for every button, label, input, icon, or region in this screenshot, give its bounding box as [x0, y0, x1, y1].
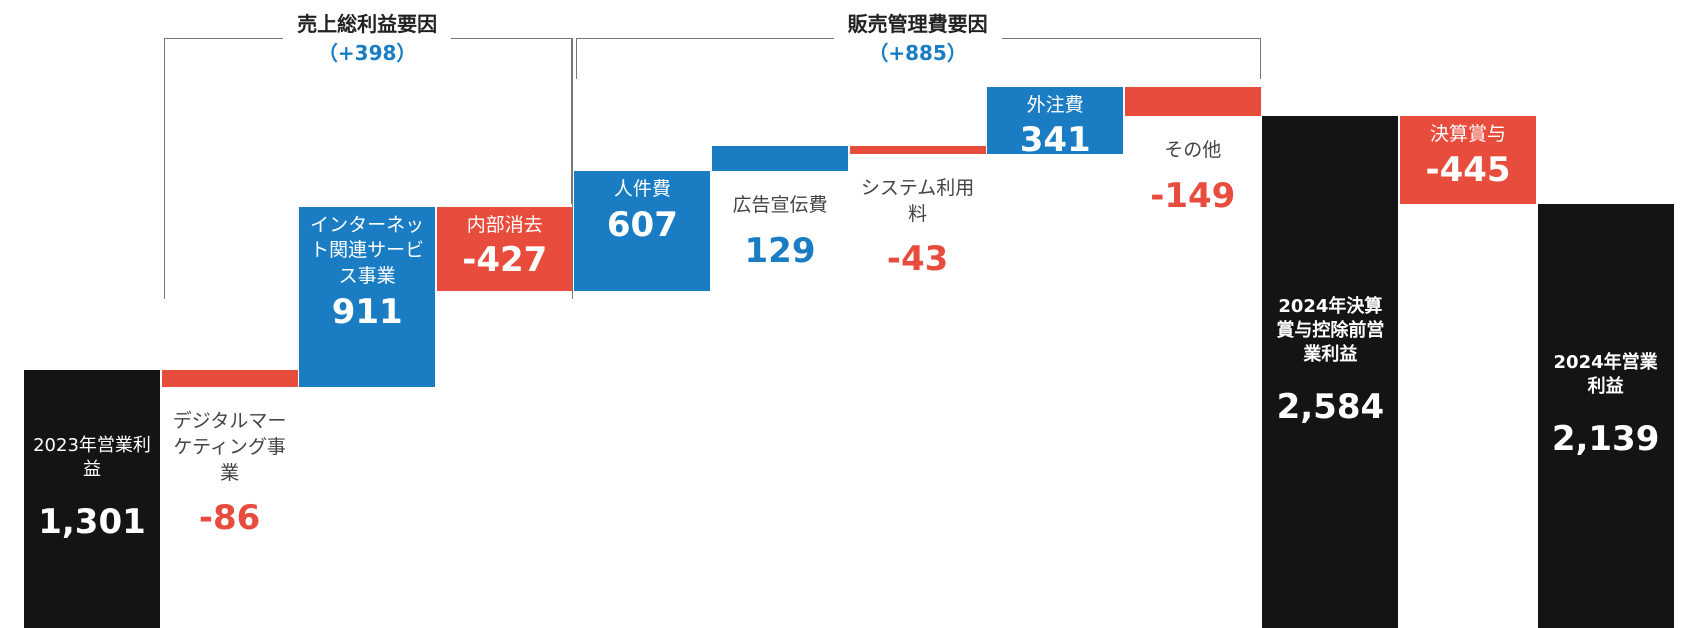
value-label: 1,301 — [38, 502, 146, 543]
category-label: 広告宣伝費 — [732, 194, 828, 217]
bar — [436, 206, 573, 292]
bar — [1400, 116, 1536, 205]
category-label: 2023年営業利益 — [33, 434, 151, 480]
value-label: 2,584 — [1276, 387, 1385, 428]
value-label: 2,139 — [1551, 419, 1660, 460]
group-name: 売上総利益要因 — [297, 12, 438, 36]
category-label: インターネット関連サービス事業 — [310, 213, 425, 288]
value-label: -445 — [1425, 149, 1511, 190]
bar-label: デジタルマーケティング事業 -86 — [170, 409, 290, 540]
value-label: -43 — [886, 239, 949, 280]
value-label: 607 — [606, 204, 678, 245]
category-label: 2024年営業利益 — [1553, 351, 1658, 397]
group-name: 販売管理費要因 — [847, 12, 988, 36]
bar-label: その他 -149 — [1133, 138, 1253, 218]
bar — [849, 145, 986, 155]
value-label: 911 — [331, 291, 403, 332]
group-value: （+398） — [317, 41, 417, 65]
bar-label: 内部消去 -427 — [445, 213, 565, 283]
bar — [161, 370, 298, 388]
bar-label: 2023年営業利益 1,301 — [32, 434, 152, 545]
category-label: 内部消去 — [466, 213, 543, 236]
bar-label: システム利用料 -43 — [858, 176, 978, 281]
group-title: 売上総利益要因 （+398） — [283, 8, 452, 66]
bar-label: 広告宣伝費 129 — [720, 193, 840, 273]
bar — [24, 370, 160, 628]
category-label: 外注費 — [1026, 93, 1084, 116]
bar-label: 2024年決算賞与控除前営業利益 2,584 — [1270, 295, 1390, 430]
category-label: システム利用料 — [860, 177, 975, 225]
value-label: 129 — [744, 230, 816, 271]
group-value: （+885） — [868, 41, 967, 65]
bar — [1262, 116, 1399, 628]
bar-label: 決算賞与 -445 — [1408, 122, 1528, 192]
category-label: その他 — [1164, 139, 1222, 162]
category-label: デジタルマーケティング事業 — [172, 410, 287, 484]
value-label: -149 — [1150, 175, 1236, 216]
bar — [987, 86, 1124, 155]
category-label: 決算賞与 — [1429, 123, 1506, 146]
value-label: -427 — [462, 240, 548, 281]
category-label: 人件費 — [613, 178, 671, 201]
bar — [299, 206, 436, 388]
bar — [712, 145, 848, 172]
group-title: 販売管理費要因 （+885） — [833, 8, 1002, 66]
category-label: 2024年決算賞与控除前営業利益 — [1276, 295, 1385, 366]
bar-label: 2024年営業利益 2,139 — [1546, 351, 1666, 462]
group-bracket — [163, 38, 573, 299]
value-label: -86 — [198, 498, 261, 539]
bar-label: 外注費 341 — [995, 93, 1115, 163]
bar — [574, 171, 711, 292]
bar — [1537, 204, 1674, 628]
bar-label: 人件費 607 — [582, 177, 702, 247]
group-bracket — [570, 38, 572, 204]
value-label: 341 — [1019, 120, 1091, 161]
bar-label: インターネット関連サービス事業 911 — [307, 213, 427, 334]
bar — [1124, 86, 1261, 117]
